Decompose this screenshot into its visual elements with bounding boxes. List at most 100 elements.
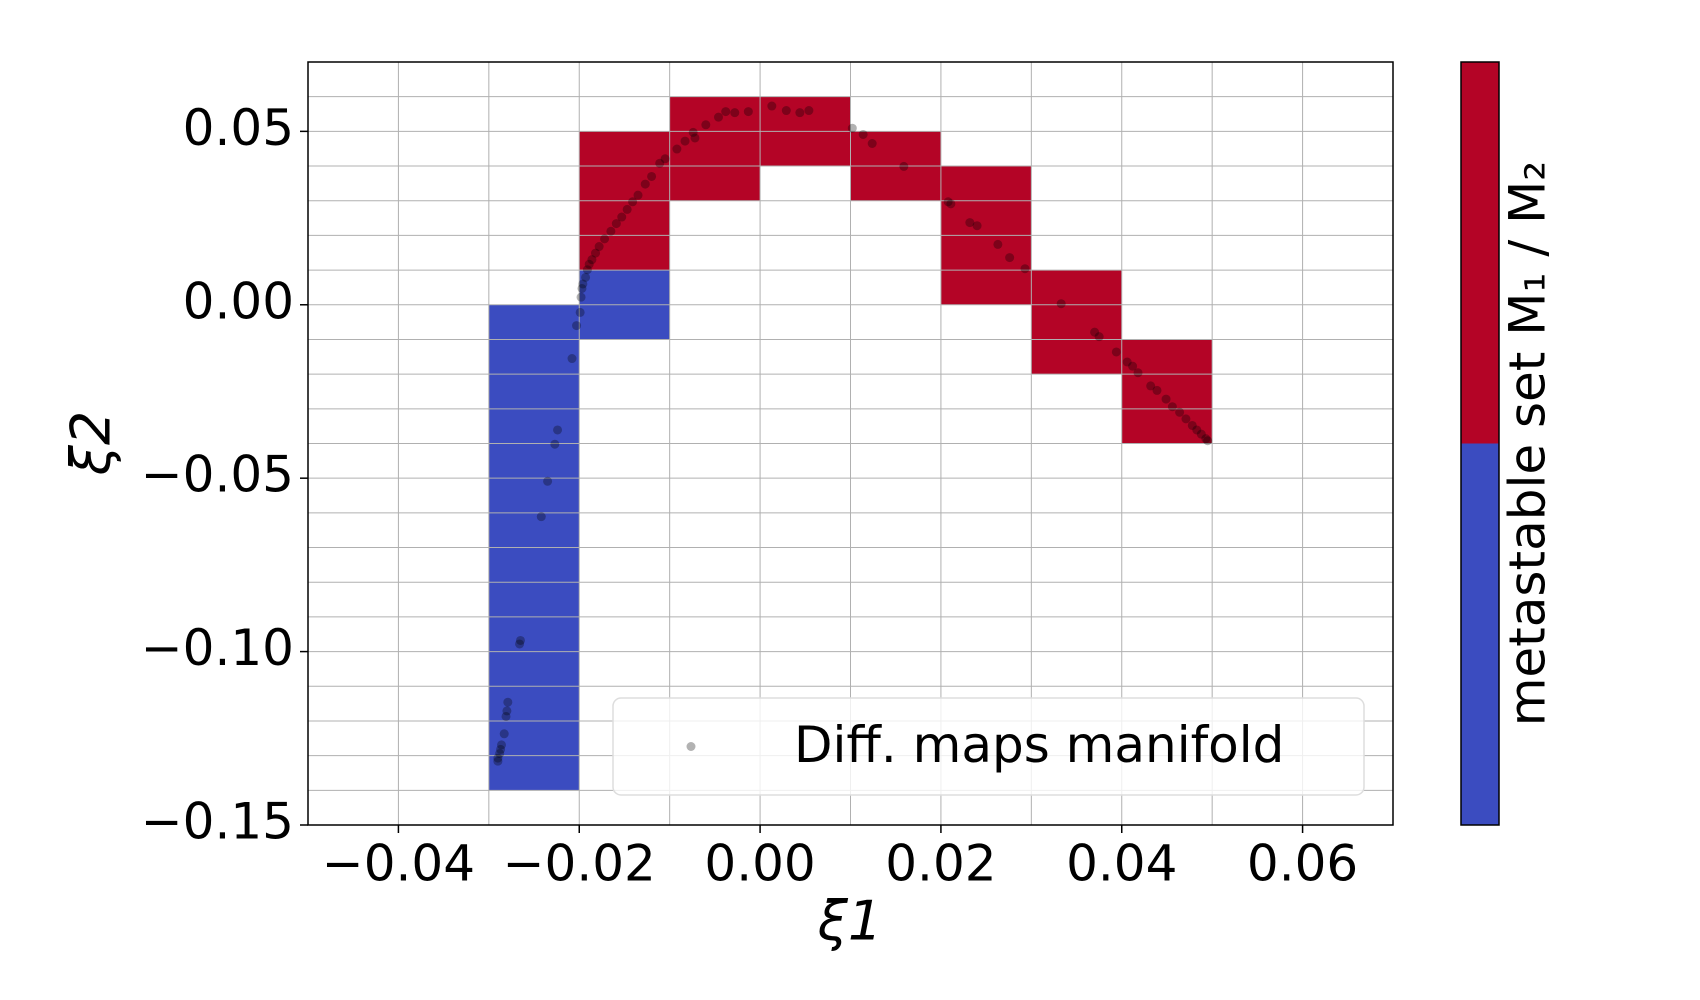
data-point — [1133, 368, 1143, 378]
data-point — [501, 711, 511, 721]
data-point — [584, 259, 594, 269]
legend-marker — [686, 742, 696, 751]
data-point — [515, 639, 525, 649]
colorbar-segment — [1461, 443, 1499, 825]
data-point — [743, 107, 753, 117]
data-point — [795, 108, 805, 118]
data-point — [1203, 436, 1213, 446]
data-point — [493, 753, 503, 763]
colorbar-label: metastable set M₁ / M₂ — [1499, 161, 1557, 727]
data-point — [1175, 407, 1185, 417]
metastable-cell — [1031, 270, 1122, 375]
data-point — [1161, 394, 1171, 404]
data-point — [567, 354, 577, 364]
data-point — [767, 101, 777, 111]
data-point — [721, 107, 731, 117]
data-point — [576, 292, 586, 302]
data-point — [688, 127, 698, 137]
data-point — [591, 248, 601, 258]
data-point — [1187, 420, 1197, 430]
data-point — [622, 204, 632, 214]
data-point — [606, 226, 616, 236]
data-point — [690, 133, 700, 143]
data-point — [660, 154, 670, 164]
data-point — [503, 697, 513, 707]
data-point — [1196, 429, 1206, 439]
data-point — [493, 756, 503, 766]
y-tick-label: 0.00 — [183, 272, 294, 330]
data-point — [543, 476, 553, 486]
data-point — [496, 744, 506, 754]
data-point — [1167, 402, 1177, 412]
x-tick-label: 0.02 — [885, 835, 996, 893]
data-point — [1020, 264, 1030, 274]
data-point — [553, 425, 563, 435]
data-point — [701, 120, 711, 130]
data-point — [680, 136, 690, 146]
data-point — [655, 158, 665, 168]
data-point — [730, 108, 740, 118]
y-tick-label: −0.15 — [141, 793, 294, 851]
data-point — [578, 279, 588, 289]
data-point — [1152, 385, 1162, 395]
data-point — [594, 242, 604, 252]
x-tick-label: 0.00 — [704, 835, 815, 893]
data-point — [1056, 299, 1066, 309]
data-point — [804, 106, 814, 116]
data-point — [713, 112, 723, 122]
data-point — [600, 234, 610, 244]
data-point — [946, 199, 956, 209]
data-point — [1122, 357, 1132, 367]
metastable-cell — [669, 96, 761, 201]
data-point — [1128, 361, 1138, 371]
data-point — [1201, 434, 1211, 444]
x-axis-label: ξ1 — [817, 890, 882, 953]
data-point — [965, 218, 975, 228]
x-tick-label: 0.06 — [1247, 835, 1358, 893]
data-point — [1146, 381, 1156, 391]
y-axis-label: ξ2 — [60, 411, 123, 476]
data-point — [672, 144, 682, 154]
x-tick-label: −0.04 — [322, 835, 475, 893]
data-point — [943, 197, 953, 207]
data-point — [781, 106, 791, 116]
data-point — [502, 706, 512, 716]
data-point — [628, 197, 638, 207]
data-point — [550, 439, 560, 449]
data-point — [496, 740, 506, 750]
data-point — [515, 635, 525, 645]
colorbar-segment — [1461, 62, 1499, 444]
data-point — [499, 729, 509, 739]
y-tick-label: −0.05 — [141, 446, 294, 504]
y-tick-label: 0.05 — [183, 99, 294, 157]
data-point — [1005, 253, 1015, 263]
data-point — [536, 512, 546, 522]
y-tick-label: −0.10 — [141, 619, 294, 677]
legend-box — [612, 697, 1365, 796]
data-point — [587, 255, 597, 265]
data-point — [640, 179, 650, 189]
plot-frame — [307, 61, 1394, 826]
data-point — [1111, 347, 1121, 357]
data-point — [647, 171, 657, 181]
data-point — [972, 221, 982, 231]
data-point — [1181, 414, 1191, 424]
data-point — [899, 161, 909, 171]
colorbar-frame — [1460, 61, 1500, 826]
x-tick-label: 0.04 — [1066, 835, 1177, 893]
data-point — [495, 749, 505, 759]
data-point — [581, 272, 591, 282]
x-tick-label: −0.02 — [503, 835, 656, 893]
data-point — [847, 123, 857, 133]
data-point — [572, 321, 582, 331]
data-point — [577, 283, 587, 293]
metastable-cell — [1121, 339, 1213, 444]
data-point — [1090, 327, 1100, 337]
data-point — [867, 139, 877, 149]
data-point — [858, 129, 868, 139]
data-point — [993, 239, 1003, 249]
data-point — [1192, 425, 1202, 435]
data-point — [1094, 332, 1104, 342]
